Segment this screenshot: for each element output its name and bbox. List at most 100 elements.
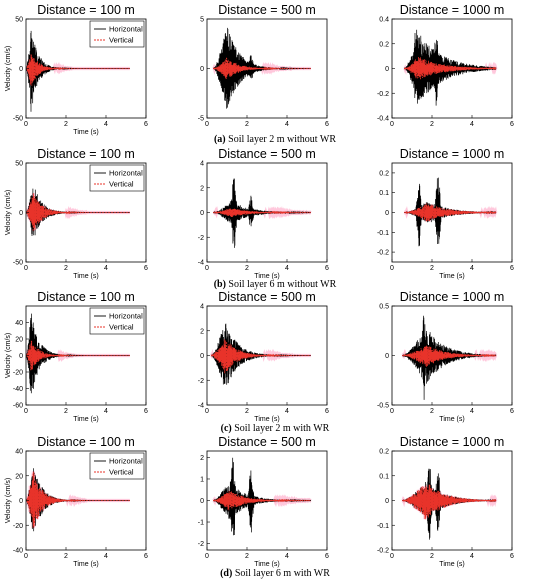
y-tick-label: 40 [15,320,23,327]
x-axis-label: Time (s) [254,273,279,280]
x-tick-label: 2 [245,408,249,415]
panel-title: Distance = 1000 m [400,290,505,304]
x-tick-label: 0 [24,265,28,272]
series-vertical-line [26,193,130,232]
panel-r3-c2: Distance = 1000 m0.20.10-0.1-0.20 2 4 6Time… [377,435,514,568]
y-tick-label: 0 [385,353,389,360]
y-tick-label: -50 [13,116,23,123]
legend: Horizontal Vertical [89,164,145,192]
x-tick-label: 4 [285,553,289,560]
x-axis-label: Time (s) [73,273,98,280]
x-tick-label: 4 [285,265,289,272]
y-tick-label: -20 [13,370,23,377]
legend-label-horizontal: Horizontal [109,25,143,34]
y-tick-label: 0 [200,498,204,505]
x-tick-label: 6 [325,553,329,560]
x-tick-label: 6 [325,121,329,128]
y-tick-label: 0 [19,498,23,505]
x-tick-label: 2 [430,408,434,415]
x-axis-label: Time (s) [439,273,464,280]
y-tick-label: 20 [15,337,23,344]
x-tick-label: 4 [470,553,474,560]
legend-label-vertical: Vertical [109,323,134,332]
x-tick-label: 0 [205,553,209,560]
y-tick-label: 20 [15,473,23,480]
y-tick-label: -0.2 [377,548,389,555]
series-vertical-line [402,484,497,520]
legend-label-vertical: Vertical [109,180,134,189]
x-axis-label: Time (s) [439,416,464,423]
y-tick-label: -20 [13,523,23,530]
x-tick-label: 4 [470,408,474,415]
y-tick-label: 5 [200,17,204,24]
x-tick-label: 4 [470,265,474,272]
panel-r0-c2: Distance = 1000 m0.40.20-0.2-0.40 2 4 6 [377,3,514,128]
series-vertical-line [213,490,312,511]
x-tick-label: 2 [64,265,68,272]
panel-title: Distance = 500 m [218,290,316,304]
panel-r0-c1: Distance = 500 m50-50 2 4 6 [198,3,329,128]
panel-title: Distance = 100 m [37,147,135,161]
x-tick-label: 0 [205,408,209,415]
y-tick-label: -0.5 [377,403,389,410]
series-vertical-line [26,54,130,86]
y-tick-label: -0.1 [377,523,389,530]
x-axis-label: Time (s) [73,129,98,136]
x-tick-label: 2 [64,553,68,560]
x-tick-label: 0 [390,408,394,415]
y-tick-label: 0.1 [379,473,389,480]
y-tick-label: 0 [385,210,389,217]
x-tick-label: 6 [510,265,514,272]
y-tick-label: 2 [200,185,204,192]
x-tick-label: 2 [430,265,434,272]
y-tick-label: 0.4 [379,17,389,24]
x-tick-label: 0 [390,553,394,560]
legend: Horizontal Vertical [89,307,145,335]
y-tick-label: 2 [200,328,204,335]
series-vertical-line [213,208,311,218]
y-tick-label: 0 [200,66,204,73]
legend-label-horizontal: Horizontal [109,312,143,321]
x-tick-label: 2 [245,553,249,560]
x-tick-label: 0 [390,265,394,272]
panel-title: Distance = 1000 m [400,435,505,449]
y-tick-label: 50 [15,161,23,168]
x-tick-label: 2 [245,265,249,272]
y-tick-label: 4 [200,161,204,168]
x-tick-label: 0 [24,121,28,128]
panel-title: Distance = 500 m [218,147,316,161]
legend-label-vertical: Vertical [109,468,134,477]
y-tick-label: -2 [198,541,204,548]
y-tick-label: 4 [200,304,204,311]
y-tick-label: -4 [198,403,204,410]
y-tick-label: 0 [385,498,389,505]
x-tick-label: 6 [144,121,148,128]
y-tick-label: 50 [15,17,23,24]
y-tick-label: -50 [13,260,23,267]
series-vertical-line [26,340,130,371]
x-tick-label: 4 [104,553,108,560]
y-tick-label: 0.5 [379,304,389,311]
series-vertical-line [26,471,130,529]
x-tick-label: 2 [64,408,68,415]
series-vertical-line [213,57,311,80]
y-tick-label: -0.1 [377,230,389,237]
y-tick-label: 1 [200,476,204,483]
panel-title: Distance = 1000 m [400,147,505,161]
series-vertical-line [211,339,311,374]
x-tick-label: 2 [430,553,434,560]
x-axis-label: Time (s) [254,561,279,568]
x-tick-label: 4 [470,121,474,128]
x-tick-label: 6 [510,408,514,415]
series-horizontal-line [403,29,497,106]
x-tick-label: 2 [430,121,434,128]
x-tick-label: 4 [104,408,108,415]
x-tick-label: 4 [104,121,108,128]
